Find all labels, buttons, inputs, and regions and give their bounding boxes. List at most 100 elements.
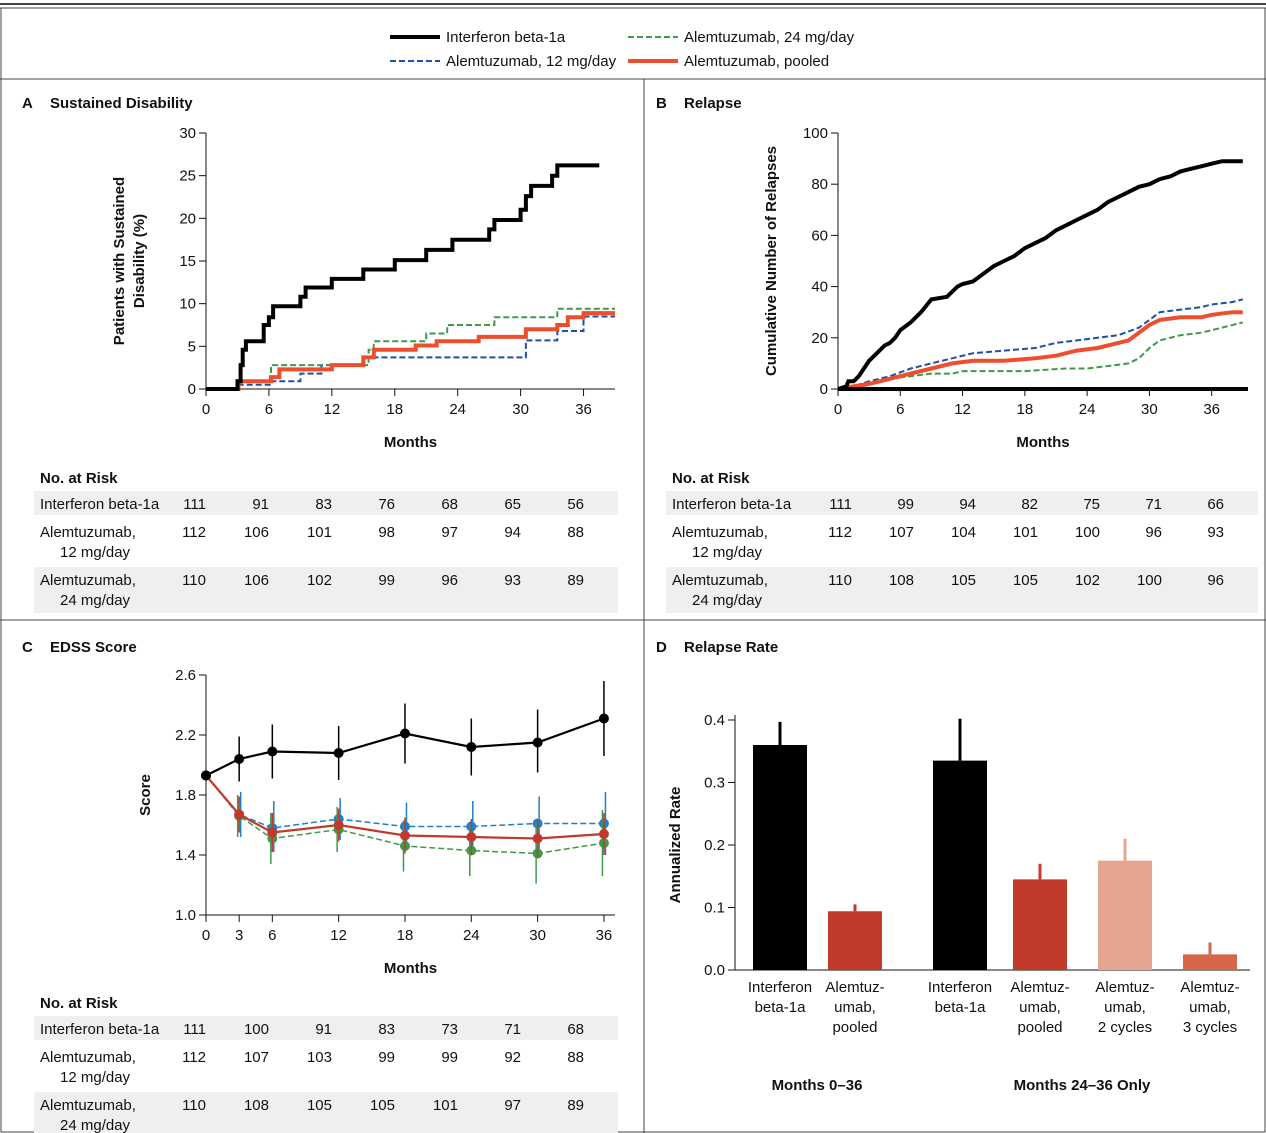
risk-value: 100 [1075,524,1100,541]
risk-row-label: Alemtuzumab, [672,572,768,589]
data-point [234,754,245,764]
y-tick-label: 0 [188,381,196,398]
risk-value: 103 [307,1049,332,1066]
risk-value: 104 [951,524,976,541]
series-line-1 [205,775,605,855]
risk-row-label: Alemtuzumab, [40,572,136,589]
x-tick-label: 24 [463,927,480,944]
series-line-2 [205,774,604,840]
risk-value: 100 [244,1021,269,1038]
series-line-1 [838,321,1244,390]
risk-value: 106 [244,524,269,541]
risk-table-b: No. at Risk Interferon beta-1a 111 99 94 82 75… [666,470,1258,613]
risk-value: 96 [441,572,458,589]
bar-label-1: umab, [834,999,876,1016]
data-point [234,809,245,820]
risk-value: 105 [307,1097,332,1114]
risk-value: 83 [315,496,332,513]
y-tick-label: 1.0 [175,907,196,924]
y-tick-label: 0 [820,381,828,398]
bar-label-0: beta-1a [755,999,807,1016]
bar-label-4: umab, [1104,999,1146,1016]
data-point [532,833,543,844]
bar-label-3: pooled [1017,1019,1062,1036]
risk-table-c: No. at Risk Interferon beta-1a 111 100 91 83 7… [34,995,618,1133]
risk-value: 110 [182,572,206,589]
risk-value: 107 [889,524,914,541]
data-point [333,748,344,758]
chart-b: 0 20 40 60 80 100 0 6 12 18 24 30 36 Months Cumulative… [763,125,1248,451]
risk-value: 99 [441,1049,458,1066]
x-tick-label: 30 [529,927,546,944]
y-axis-title-line: Disability (%) [131,214,148,308]
y-tick-label: 0.3 [704,775,725,792]
panel-c-letter: C [22,639,33,656]
risk-table-title: No. at Risk [40,995,118,1012]
bar-label-5: Alemtuz- [1180,979,1239,996]
x-tick-label: 24 [449,401,466,418]
risk-table-title: No. at Risk [672,470,750,487]
bar-5 [1183,954,1237,970]
risk-value: 83 [378,1021,395,1038]
y-axis-title: Score [137,774,154,816]
y-tick-label: 2.2 [175,727,196,744]
risk-value: 100 [1137,572,1162,589]
risk-row-label: 12 mg/day [60,1069,131,1086]
x-tick-label: 6 [896,401,904,418]
panel-a-title: Sustained Disability [50,95,193,112]
risk-value: 91 [252,496,269,513]
x-tick-label: 12 [954,401,971,418]
legend-label-interferon: Interferon beta-1a [446,29,566,46]
y-axis-title-line: Cumulative Number of Relapses [763,146,780,376]
data-point [598,829,609,839]
data-point [598,713,609,724]
bar-label-2: beta-1a [935,999,987,1016]
legend-item-alem12: Alemtuzumab, 12 mg/day [390,53,617,70]
risk-row-label: Alemtuzumab, [40,1097,136,1114]
panel-b-letter: B [656,95,667,112]
bar-label-4: Alemtuz- [1095,979,1154,996]
risk-row-label: 24 mg/day [60,1117,131,1133]
risk-value: 88 [567,524,584,541]
risk-value: 112 [182,524,206,541]
y-tick-label: 1.8 [175,787,196,804]
y-tick-label: 25 [179,168,196,185]
x-axis-title: Months [384,434,437,451]
x-tick-label: 18 [386,401,403,418]
risk-value: 99 [897,496,914,513]
data-point [267,827,278,838]
risk-value: 98 [378,524,395,541]
risk-value: 110 [182,1097,206,1114]
y-tick-label: 10 [179,296,196,313]
risk-value: 112 [182,1049,206,1066]
x-tick-label: 30 [1141,401,1158,418]
bar-3 [1013,879,1067,970]
y-tick-label: 0.2 [704,837,725,854]
risk-row-label: 12 mg/day [60,544,131,561]
y-axis-title-line: Patients with Sustained [111,177,128,345]
risk-value: 101 [433,1097,458,1114]
risk-value: 94 [959,496,976,513]
bar-label-5: 3 cycles [1183,1019,1237,1036]
y-tick-label: 0.1 [704,900,725,917]
risk-value: 91 [315,1021,332,1038]
risk-value: 111 [829,496,852,513]
x-tick-label: 12 [324,401,341,418]
risk-value: 112 [828,524,852,541]
y-tick-label: 60 [811,227,828,244]
series-line-0 [837,298,1244,390]
y-tick-label: 40 [811,279,828,296]
y-tick-label: 80 [811,176,828,193]
risk-value: 97 [504,1097,521,1114]
x-axis-title: Months [1016,434,1069,451]
x-tick-label: 6 [268,927,276,944]
risk-row-bg [34,491,618,515]
legend-item-alem24: Alemtuzumab, 24 mg/day [628,29,855,46]
y-axis-title-line: Annualized Rate [667,787,684,904]
x-tick-label: 3 [235,927,243,944]
risk-value: 75 [1083,496,1100,513]
risk-value: 111 [183,1021,206,1038]
series-line-3 [837,159,1243,391]
risk-row-label: Interferon beta-1a [40,496,160,513]
